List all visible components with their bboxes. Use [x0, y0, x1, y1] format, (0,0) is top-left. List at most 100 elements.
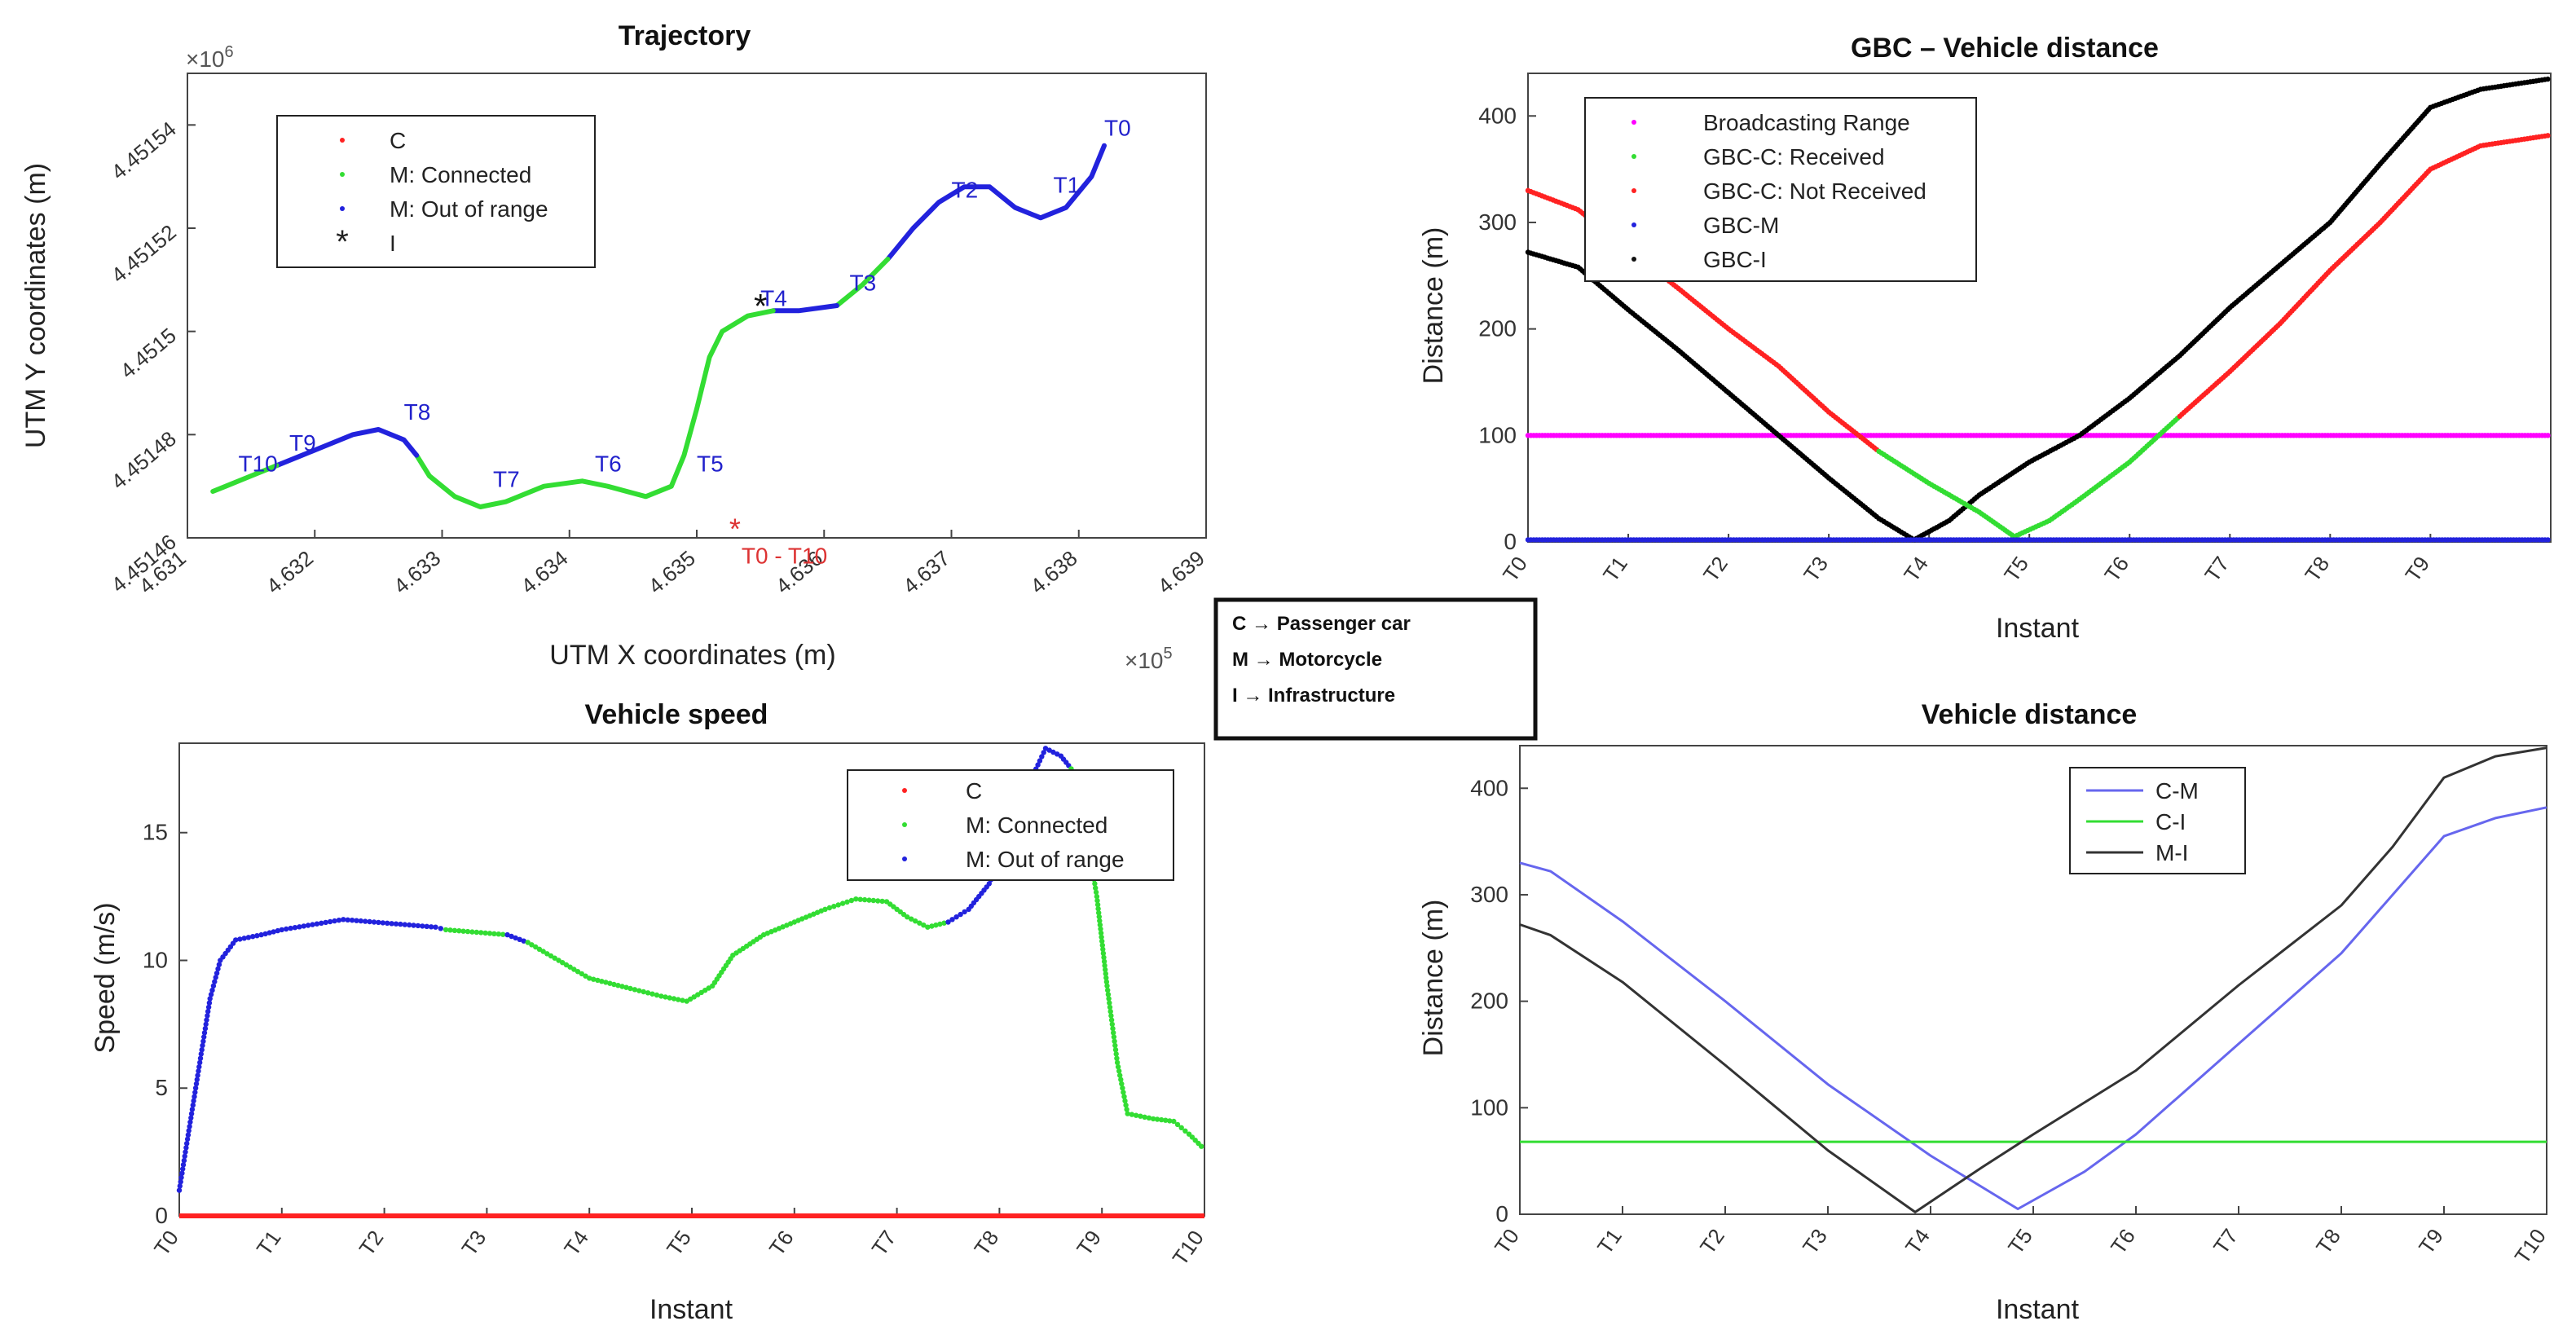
speed-point: [1129, 1112, 1135, 1117]
speed-x-tick-label: T7: [867, 1226, 901, 1260]
speed-point: [857, 896, 863, 902]
speed-point: [460, 928, 466, 934]
trajectory-segment: [210, 463, 280, 494]
speed-point: [1103, 971, 1109, 977]
speed-point: [591, 976, 597, 982]
legend-marker-not-received: [1631, 188, 1636, 193]
speed-point: [599, 979, 605, 984]
speed-point: [540, 949, 546, 954]
speed-point: [200, 1042, 205, 1049]
speed-legend-label-c: C: [966, 778, 982, 804]
speed-point: [1100, 950, 1107, 957]
speed-point: [650, 991, 655, 997]
trajectory-y-exponent: ×106: [186, 43, 234, 72]
speed-point: [177, 1183, 183, 1189]
speed-point: [200, 1038, 206, 1045]
speed-point: [215, 966, 221, 972]
speed-point: [1107, 1009, 1113, 1015]
distance-x-tick-label: T10: [2510, 1224, 2551, 1268]
speed-point: [192, 1085, 199, 1091]
gbc-series-point: [2545, 433, 2551, 438]
distance-y-tick-label: 200: [1470, 989, 1508, 1014]
speed-point: [182, 1153, 187, 1160]
distance-legend-label-ci: C-I: [2155, 809, 2186, 834]
speed-point: [297, 924, 302, 930]
speed-point: [905, 914, 910, 920]
speed-point: [1112, 1038, 1117, 1045]
speed-point: [196, 1063, 202, 1070]
speed-point: [826, 905, 833, 911]
speed-point: [424, 923, 429, 930]
speed-legend-label-connected: M: Connected: [966, 812, 1107, 838]
speed-x-tick-label: T3: [456, 1226, 491, 1260]
gbc-series-point: [2545, 537, 2551, 543]
speed-point: [929, 923, 935, 929]
speed-point: [1101, 958, 1107, 965]
speed-point: [1103, 975, 1109, 981]
trajectory-instant-label: T0: [1104, 116, 1131, 141]
speed-point: [1107, 1004, 1113, 1011]
speed-point: [189, 1107, 196, 1112]
speed-point: [209, 987, 215, 993]
speed-x-tick-label: T6: [764, 1226, 799, 1260]
speed-point: [402, 922, 407, 927]
distance-x-tick-label: T5: [2003, 1224, 2037, 1258]
speed-point: [1111, 1030, 1116, 1036]
trajectory-y-tick-label: 4.45154: [107, 117, 181, 184]
speed-point: [521, 938, 526, 944]
speed-point: [1118, 1077, 1124, 1083]
speed-point: [663, 994, 668, 1000]
speed-point: [193, 1081, 200, 1087]
speed-point: [1113, 1051, 1119, 1057]
trajectory-x-tick-label: 4.632: [262, 546, 318, 599]
gbc-x-tick-label: T4: [1899, 552, 1933, 586]
speed-point: [415, 922, 421, 929]
speed-point: [195, 1072, 200, 1078]
speed-point: [1099, 942, 1106, 949]
speed-point: [266, 930, 272, 936]
speed-point: [186, 1128, 192, 1134]
distance-legend-label-mi: M-I: [2155, 840, 2188, 865]
speed-point: [241, 936, 247, 941]
speed-point: [848, 897, 855, 904]
speed-point: [197, 1055, 204, 1061]
gbc-x-tick-label: T5: [1999, 552, 2033, 586]
speed-point: [870, 897, 877, 904]
speed-point: [1097, 922, 1103, 928]
gbc-x-tick-label: T6: [2099, 552, 2133, 586]
gbc-c-not-received-point: [2545, 133, 2551, 139]
speed-point: [822, 906, 828, 913]
gbc-y-tick-label: 200: [1478, 316, 1517, 341]
speed-point: [563, 962, 570, 968]
speed-point: [208, 992, 214, 997]
speed-point: [233, 937, 239, 943]
speed-point: [1104, 983, 1110, 989]
legend-label-infrastructure: I: [390, 231, 396, 256]
trajectory-chart: Trajectory 4.631 4.632 4.633 4.634 4.635 4.63…: [20, 20, 1209, 673]
speed-point: [1167, 1118, 1173, 1124]
speed-point: [393, 921, 399, 927]
speed-point: [1094, 897, 1100, 904]
speed-point: [544, 951, 550, 957]
speed-point: [1098, 926, 1103, 932]
speed-point: [469, 929, 475, 935]
legend-label-out-of-range: M: Out of range: [390, 196, 548, 222]
speed-point: [271, 929, 276, 935]
speed-point: [258, 931, 264, 938]
gbc-series-point: [2545, 76, 2551, 82]
trajectory-instant-label: T1: [1054, 172, 1081, 197]
speed-point: [1123, 1102, 1129, 1108]
trajectory-segment: [770, 303, 839, 314]
speed-point: [615, 983, 621, 989]
trajectory-instant-label: T6: [595, 451, 622, 476]
speed-point: [909, 916, 914, 922]
speed-point: [367, 918, 372, 925]
speed-point: [192, 1094, 197, 1099]
speed-point: [1120, 1085, 1125, 1091]
gbc-x-tick-label: T0: [1498, 552, 1532, 586]
speed-point: [1105, 992, 1112, 997]
legend-marker-gbc-m: [1631, 222, 1636, 227]
trajectory-instant-label: T9: [289, 430, 316, 456]
speed-title: Vehicle speed: [585, 699, 768, 730]
speed-y-tick-label: 15: [143, 820, 168, 845]
